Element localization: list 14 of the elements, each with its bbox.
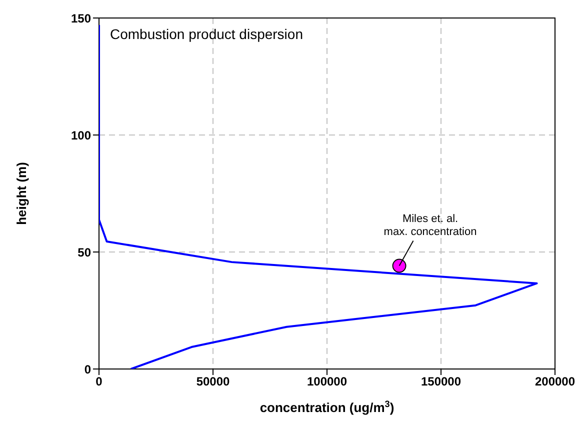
x-tick-label: 200000: [534, 374, 576, 389]
y-tick-label: 150: [70, 11, 92, 26]
text: Combustion product dispersion: [110, 26, 303, 42]
x-axis-title: concentration (ug/m$^{3}$): [260, 399, 394, 415]
y-axis-title: height (m): [14, 162, 29, 225]
x-tick-label: 0: [96, 374, 103, 389]
y-tick-label: 0: [84, 362, 92, 376]
line-series: [99, 24, 538, 369]
y-tick-label: 50: [78, 245, 92, 260]
annotation: Miles et. al. max. concentration: [384, 212, 477, 238]
x-tick-label: 50000: [196, 374, 230, 389]
x-tick-label: 100000: [306, 374, 348, 389]
y-tick-label: 100: [70, 128, 92, 142]
x-tick-label: 150000: [420, 374, 462, 389]
